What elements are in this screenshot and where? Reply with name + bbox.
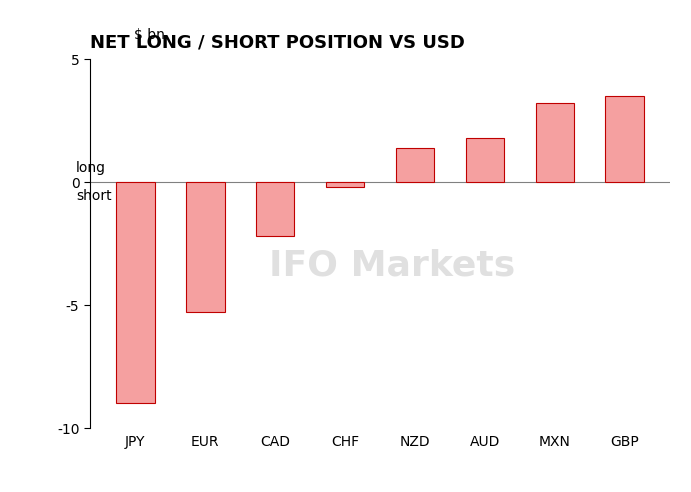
Bar (256, 182, 294, 236)
Text: $ bn: $ bn (134, 28, 165, 42)
Bar (396, 148, 434, 182)
Bar (326, 182, 364, 187)
Bar (116, 182, 155, 403)
Text: NET LONG / SHORT POSITION VS USD: NET LONG / SHORT POSITION VS USD (90, 34, 465, 52)
Bar (186, 182, 225, 312)
Bar (536, 103, 574, 182)
Bar (605, 96, 644, 182)
Text: long: long (76, 161, 106, 175)
Text: short: short (76, 189, 112, 203)
Text: IFO Markets: IFO Markets (269, 248, 515, 283)
Bar (466, 138, 504, 182)
